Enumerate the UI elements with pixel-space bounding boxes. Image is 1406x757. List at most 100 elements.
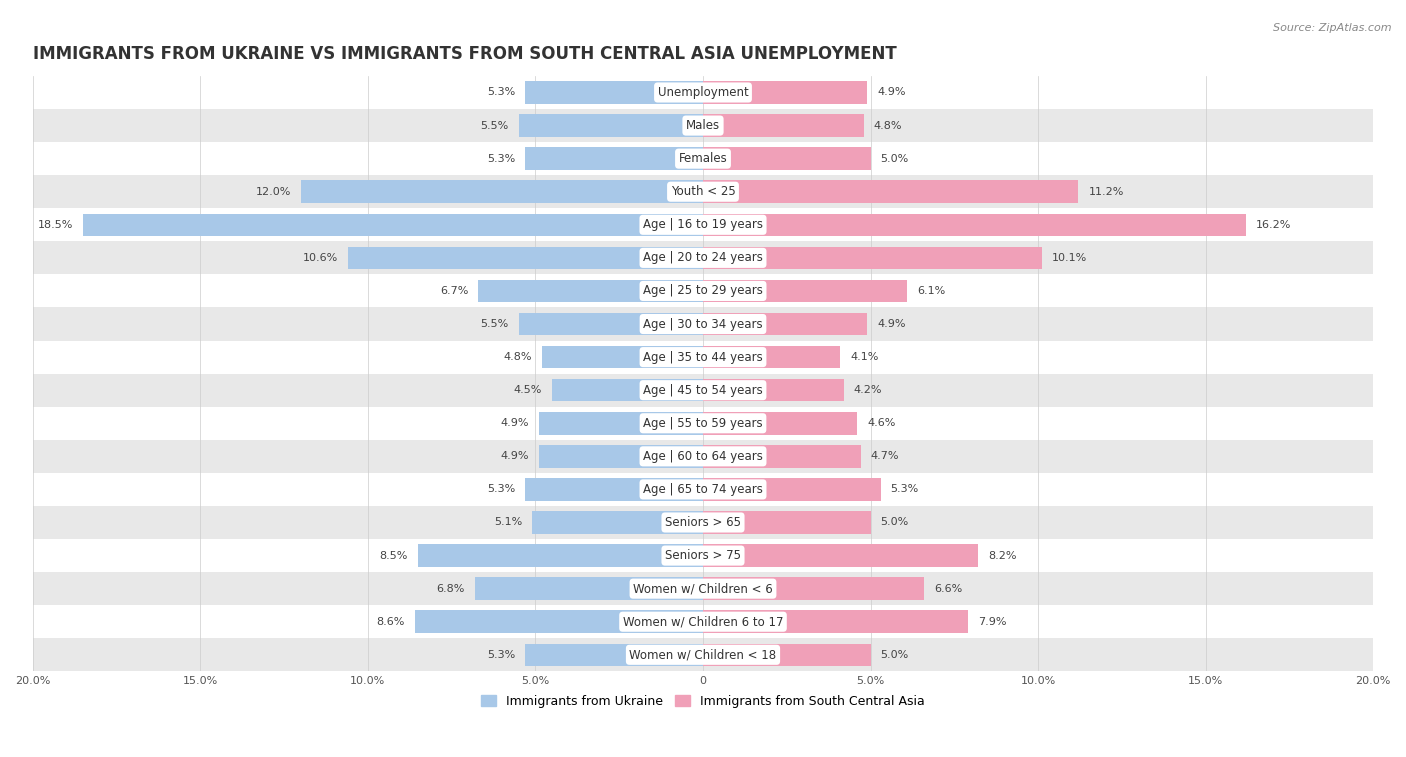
Bar xyxy=(83,213,703,236)
Bar xyxy=(32,175,1374,208)
Text: 4.6%: 4.6% xyxy=(868,419,896,428)
Bar xyxy=(703,478,880,500)
Bar xyxy=(415,610,703,633)
Bar xyxy=(32,374,1374,407)
Bar xyxy=(703,643,870,666)
Text: Age | 65 to 74 years: Age | 65 to 74 years xyxy=(643,483,763,496)
Text: Males: Males xyxy=(686,119,720,132)
Bar xyxy=(538,412,703,435)
Text: 8.2%: 8.2% xyxy=(988,550,1017,561)
Text: 4.8%: 4.8% xyxy=(503,352,531,362)
Bar xyxy=(32,208,1374,241)
Bar xyxy=(301,180,703,203)
Bar xyxy=(32,241,1374,274)
Bar xyxy=(703,412,858,435)
Bar xyxy=(703,346,841,369)
Text: 8.6%: 8.6% xyxy=(377,617,405,627)
Text: Seniors > 65: Seniors > 65 xyxy=(665,516,741,529)
Bar xyxy=(538,445,703,468)
Bar xyxy=(703,81,868,104)
Text: 6.1%: 6.1% xyxy=(918,286,946,296)
Bar xyxy=(703,313,868,335)
Bar xyxy=(32,605,1374,638)
Text: 5.0%: 5.0% xyxy=(880,154,908,164)
Bar xyxy=(519,313,703,335)
Text: Unemployment: Unemployment xyxy=(658,86,748,99)
Text: 16.2%: 16.2% xyxy=(1256,220,1291,230)
Bar xyxy=(703,247,1042,269)
Text: 5.3%: 5.3% xyxy=(486,154,516,164)
Text: 4.5%: 4.5% xyxy=(513,385,543,395)
Bar xyxy=(475,578,703,600)
Text: Age | 25 to 29 years: Age | 25 to 29 years xyxy=(643,285,763,298)
Bar xyxy=(543,346,703,369)
Bar xyxy=(32,407,1374,440)
Text: Age | 60 to 64 years: Age | 60 to 64 years xyxy=(643,450,763,463)
Text: Females: Females xyxy=(679,152,727,165)
Text: 4.1%: 4.1% xyxy=(851,352,879,362)
Bar xyxy=(703,379,844,401)
Bar xyxy=(703,544,977,567)
Text: 8.5%: 8.5% xyxy=(380,550,408,561)
Text: Age | 35 to 44 years: Age | 35 to 44 years xyxy=(643,350,763,363)
Bar xyxy=(703,578,924,600)
Bar xyxy=(526,148,703,170)
Text: 6.8%: 6.8% xyxy=(437,584,465,593)
Text: Seniors > 75: Seniors > 75 xyxy=(665,549,741,562)
Bar xyxy=(553,379,703,401)
Text: Age | 30 to 34 years: Age | 30 to 34 years xyxy=(643,317,763,331)
Bar xyxy=(32,638,1374,671)
Bar xyxy=(526,478,703,500)
Text: Women w/ Children < 18: Women w/ Children < 18 xyxy=(630,648,776,662)
Text: 4.2%: 4.2% xyxy=(853,385,883,395)
Text: 5.3%: 5.3% xyxy=(890,484,920,494)
Text: 5.0%: 5.0% xyxy=(880,518,908,528)
Bar xyxy=(703,279,907,302)
Text: 5.5%: 5.5% xyxy=(481,120,509,130)
Bar xyxy=(703,148,870,170)
Text: 4.9%: 4.9% xyxy=(501,419,529,428)
Bar xyxy=(526,643,703,666)
Bar xyxy=(32,440,1374,473)
Text: 12.0%: 12.0% xyxy=(256,187,291,197)
Bar xyxy=(703,445,860,468)
Text: Source: ZipAtlas.com: Source: ZipAtlas.com xyxy=(1274,23,1392,33)
Text: Age | 45 to 54 years: Age | 45 to 54 years xyxy=(643,384,763,397)
Bar xyxy=(32,539,1374,572)
Text: Age | 55 to 59 years: Age | 55 to 59 years xyxy=(643,417,763,430)
Bar xyxy=(32,76,1374,109)
Text: Age | 16 to 19 years: Age | 16 to 19 years xyxy=(643,218,763,232)
Text: 7.9%: 7.9% xyxy=(977,617,1007,627)
Bar xyxy=(703,610,967,633)
Bar xyxy=(703,213,1246,236)
Bar xyxy=(531,511,703,534)
Bar xyxy=(32,109,1374,142)
Bar xyxy=(478,279,703,302)
Text: IMMIGRANTS FROM UKRAINE VS IMMIGRANTS FROM SOUTH CENTRAL ASIA UNEMPLOYMENT: IMMIGRANTS FROM UKRAINE VS IMMIGRANTS FR… xyxy=(32,45,897,64)
Bar xyxy=(703,511,870,534)
Bar xyxy=(32,473,1374,506)
Bar xyxy=(32,341,1374,374)
Text: 11.2%: 11.2% xyxy=(1088,187,1123,197)
Text: 4.9%: 4.9% xyxy=(877,88,905,98)
Text: Women w/ Children < 6: Women w/ Children < 6 xyxy=(633,582,773,595)
Text: 4.8%: 4.8% xyxy=(875,120,903,130)
Legend: Immigrants from Ukraine, Immigrants from South Central Asia: Immigrants from Ukraine, Immigrants from… xyxy=(475,690,931,713)
Text: 5.1%: 5.1% xyxy=(494,518,522,528)
Text: 10.1%: 10.1% xyxy=(1052,253,1087,263)
Text: 4.7%: 4.7% xyxy=(870,451,898,461)
Text: 4.9%: 4.9% xyxy=(877,319,905,329)
Text: Age | 20 to 24 years: Age | 20 to 24 years xyxy=(643,251,763,264)
Text: 4.9%: 4.9% xyxy=(501,451,529,461)
Bar xyxy=(347,247,703,269)
Bar xyxy=(418,544,703,567)
Bar xyxy=(32,274,1374,307)
Bar xyxy=(32,307,1374,341)
Bar xyxy=(519,114,703,137)
Text: 6.6%: 6.6% xyxy=(934,584,963,593)
Bar xyxy=(526,81,703,104)
Text: 5.3%: 5.3% xyxy=(486,88,516,98)
Bar xyxy=(32,506,1374,539)
Bar xyxy=(32,572,1374,605)
Bar xyxy=(32,142,1374,175)
